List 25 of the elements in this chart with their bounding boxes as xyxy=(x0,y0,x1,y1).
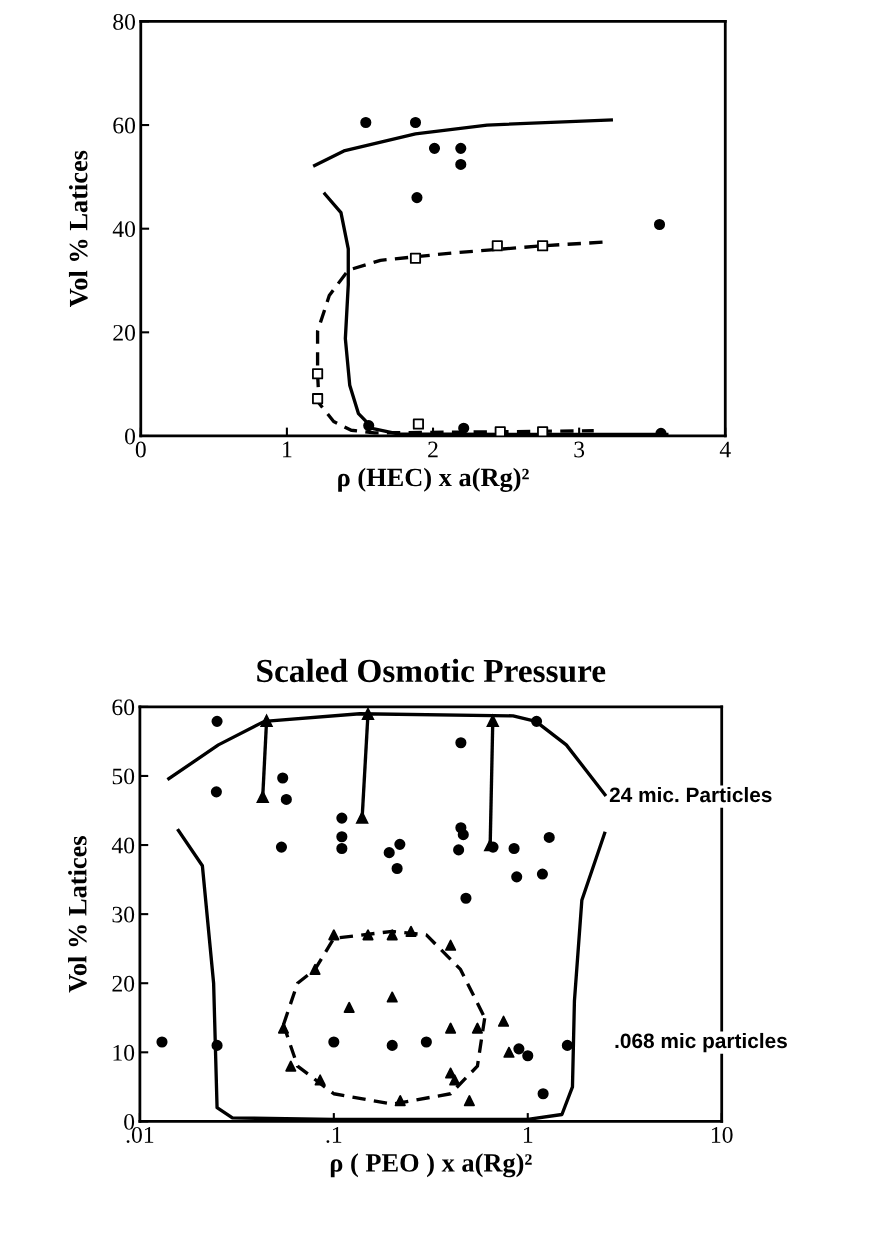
y-axis-title: Vol % Latices xyxy=(68,150,88,308)
y-tick-label: 10 xyxy=(113,1044,135,1061)
x-axis-title: ρ ( PEO ) x a(Rg)² xyxy=(330,1153,532,1178)
y-tick-label: 80 xyxy=(113,13,136,30)
y-tick-label: 50 xyxy=(112,768,135,785)
y-tick-label: 0 xyxy=(125,428,136,445)
y-tick-label: 60 xyxy=(112,699,135,716)
y-tick-label: 30 xyxy=(112,906,135,923)
x-tick-label: 10 xyxy=(711,1126,733,1143)
annotation: 24 mic. Particles xyxy=(609,786,772,803)
y-tick-label: 20 xyxy=(112,975,135,992)
y-tick-label: 20 xyxy=(113,324,136,341)
x-tick-label: 3 xyxy=(574,441,585,458)
x-tick-label: 4 xyxy=(719,441,731,458)
x-tick-label: 1 xyxy=(283,441,292,458)
y-tick-label: 40 xyxy=(111,837,135,854)
y-tick-label: 40 xyxy=(112,221,136,238)
y-tick-label: 60 xyxy=(113,117,136,134)
x-axis-title: ρ (HEC) x a(Rg)² xyxy=(338,467,529,492)
x-tick-label: .1 xyxy=(326,1127,342,1143)
x-tick-label: 2 xyxy=(428,441,438,458)
y-axis-title: Vol % Latices xyxy=(68,836,87,993)
chart-title: Scaled Osmotic Pressure xyxy=(257,658,606,683)
annotation: .068 mic particles xyxy=(615,1032,787,1053)
x-tick-label: 1 xyxy=(523,1127,533,1143)
